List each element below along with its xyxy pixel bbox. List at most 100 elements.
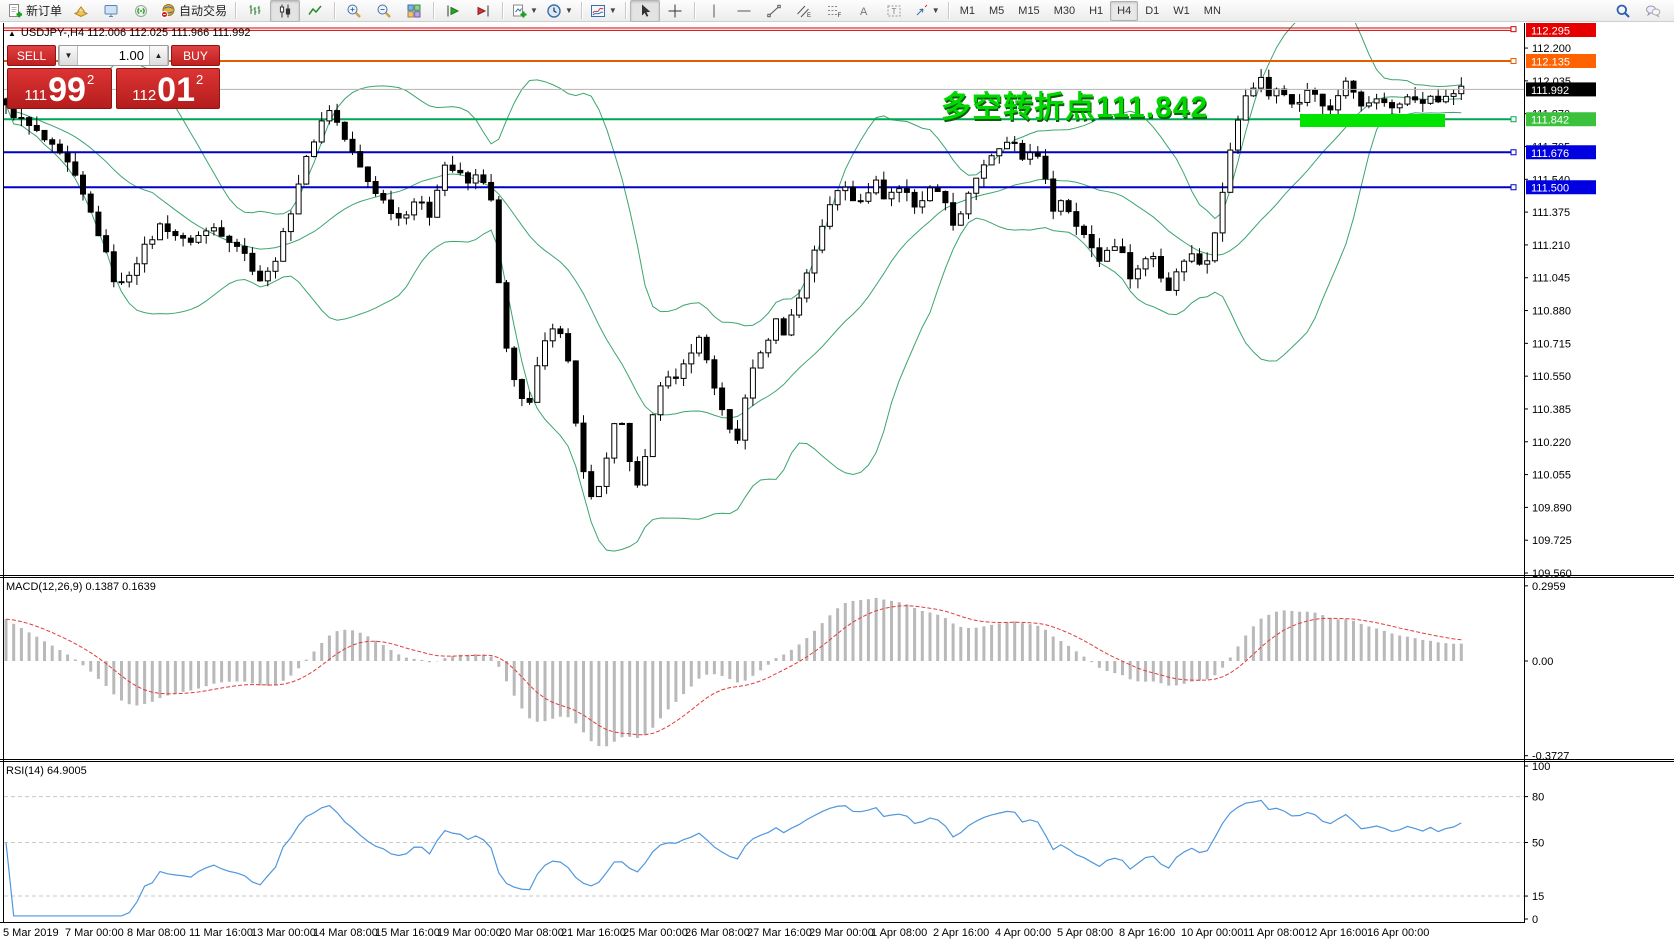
cursor-button[interactable] bbox=[629, 0, 660, 22]
fibonacci-button[interactable]: F bbox=[819, 0, 849, 22]
text-button[interactable]: A bbox=[849, 0, 879, 22]
horizontal-line-button[interactable] bbox=[729, 0, 759, 22]
auto-scroll-button[interactable] bbox=[438, 0, 468, 22]
bar-chart-button[interactable] bbox=[240, 0, 270, 22]
svg-text:109.890: 109.890 bbox=[1532, 502, 1572, 514]
auto-scroll-icon bbox=[447, 5, 460, 16]
equidistant-channel-button[interactable]: E bbox=[789, 0, 819, 22]
candle-chart-icon bbox=[279, 4, 291, 17]
separator bbox=[947, 2, 949, 19]
svg-text:111.045: 111.045 bbox=[1532, 273, 1570, 285]
chat-button[interactable] bbox=[1638, 0, 1668, 22]
trendline-button[interactable] bbox=[759, 0, 789, 22]
toolbar-right bbox=[1608, 0, 1668, 22]
text-label-icon: T bbox=[887, 5, 901, 16]
svg-text:112.295: 112.295 bbox=[1531, 26, 1570, 38]
svg-text:F: F bbox=[837, 13, 841, 19]
navigator-button[interactable] bbox=[96, 0, 126, 22]
new-chart-button[interactable]: ▼ bbox=[507, 0, 542, 22]
x-axis-label: 16 Apr 00:00 bbox=[1367, 927, 1429, 939]
svg-text:110.055: 110.055 bbox=[1532, 470, 1571, 482]
chevron-down-icon: ▼ bbox=[608, 5, 617, 15]
cursor-icon bbox=[641, 4, 651, 17]
svg-text:100: 100 bbox=[1532, 761, 1550, 773]
price-badge: 111.676 bbox=[1526, 145, 1596, 160]
line-chart-button[interactable] bbox=[300, 0, 330, 22]
periods-button[interactable]: ▼ bbox=[542, 0, 577, 22]
timeframe-m15-button[interactable]: M15 bbox=[1018, 4, 1040, 17]
x-axis-label: 27 Mar 16:00 bbox=[747, 927, 812, 939]
macd-signal-line bbox=[5, 605, 1462, 736]
timeframe-d1-button[interactable]: D1 bbox=[1145, 4, 1160, 17]
timeframe-w1-button[interactable]: W1 bbox=[1173, 4, 1190, 17]
buy-price-small: 112 bbox=[132, 87, 157, 104]
zoom-out-icon bbox=[377, 4, 391, 18]
volume-input[interactable] bbox=[78, 46, 149, 65]
tile-windows-button[interactable] bbox=[399, 0, 429, 22]
separator bbox=[235, 2, 237, 19]
x-axis-label: 8 Apr 16:00 bbox=[1119, 927, 1175, 939]
rsi-label: RSI(14) 64.9005 bbox=[6, 765, 87, 777]
search-button[interactable] bbox=[1608, 0, 1638, 22]
vertical-line-button[interactable] bbox=[699, 0, 729, 22]
chart-shift-button[interactable] bbox=[468, 0, 498, 22]
buy-price-sup: 2 bbox=[196, 72, 204, 87]
new-order-icon bbox=[9, 3, 22, 17]
x-axis-label: 13 Mar 00:00 bbox=[251, 927, 316, 939]
highlight-bar bbox=[1300, 114, 1445, 127]
separator bbox=[502, 2, 504, 19]
date-axis: 5 Mar 2019 7 Mar 00:00 8 Mar 08:00 11 Mar 1… bbox=[3, 927, 1429, 939]
arrows-button[interactable]: ▼ bbox=[909, 0, 944, 22]
candle-chart-button[interactable] bbox=[270, 0, 301, 22]
chevron-down-icon: ▼ bbox=[564, 5, 573, 15]
svg-text:111.842: 111.842 bbox=[1531, 115, 1569, 127]
collapse-panel-icon[interactable]: ▲ bbox=[8, 28, 16, 38]
volume-decrease-button[interactable]: ▼ bbox=[59, 46, 78, 65]
timeframe-h4-button[interactable]: H4 bbox=[1110, 0, 1139, 21]
sell-button[interactable]: SELL bbox=[7, 45, 56, 66]
timeframe-h1-button[interactable]: H1 bbox=[1089, 4, 1104, 17]
autotrading-icon bbox=[161, 3, 175, 18]
sell-price-sup: 2 bbox=[86, 72, 95, 87]
signals-button[interactable] bbox=[126, 0, 156, 22]
buy-button[interactable]: BUY bbox=[171, 45, 220, 66]
crosshair-button[interactable] bbox=[660, 0, 690, 22]
timeframe-group: M1 M5 M15 M30 H1 H4 D1 W1 MN bbox=[953, 0, 1228, 21]
svg-text:15: 15 bbox=[1532, 891, 1544, 903]
new-order-label: 新订单 bbox=[26, 4, 63, 18]
timeframe-mn-button[interactable]: MN bbox=[1203, 4, 1221, 17]
volume-increase-button[interactable]: ▲ bbox=[149, 46, 168, 65]
tile-windows-icon bbox=[407, 4, 421, 17]
sell-price-button[interactable]: 111 99 2 bbox=[7, 68, 112, 109]
svg-text:A: A bbox=[860, 6, 868, 18]
timeframe-m30-button[interactable]: M30 bbox=[1053, 4, 1076, 17]
svg-text:110.880: 110.880 bbox=[1532, 306, 1571, 318]
new-order-button[interactable]: 新订单 bbox=[3, 0, 66, 22]
buy-price-big: 01 bbox=[157, 71, 195, 110]
timeframe-m5-button[interactable]: M5 bbox=[989, 4, 1005, 17]
crosshair-icon bbox=[668, 4, 682, 17]
one-click-trading-panel: SELL ▼ ▲ BUY 111 99 2 112 01 2 bbox=[7, 45, 220, 109]
svg-text:111.375: 111.375 bbox=[1532, 207, 1570, 219]
x-axis-label: 1 Apr 08:00 bbox=[871, 927, 927, 939]
buy-price-button[interactable]: 112 01 2 bbox=[115, 68, 220, 110]
svg-text:80: 80 bbox=[1532, 792, 1544, 804]
x-axis-label: 29 Mar 00:00 bbox=[809, 927, 874, 939]
text-label-button[interactable]: T bbox=[879, 0, 909, 22]
timeframe-m1-button[interactable]: M1 bbox=[959, 4, 975, 17]
templates-button[interactable]: ▼ bbox=[586, 0, 621, 22]
zoom-in-button[interactable] bbox=[339, 0, 369, 22]
autotrading-button[interactable]: 自动交易 bbox=[156, 0, 231, 22]
market-watch-button[interactable] bbox=[66, 0, 96, 22]
x-axis-label: 25 Mar 00:00 bbox=[623, 927, 688, 939]
bollinger-bands bbox=[5, 23, 1462, 552]
autotrading-label: 自动交易 bbox=[179, 4, 228, 18]
line-handle bbox=[1510, 26, 1517, 33]
svg-text:112.135: 112.135 bbox=[1531, 56, 1570, 68]
svg-text:111.676: 111.676 bbox=[1531, 148, 1569, 160]
zoom-out-button[interactable] bbox=[369, 0, 399, 22]
svg-text:111.992: 111.992 bbox=[1531, 85, 1569, 97]
x-axis-label: 5 Apr 08:00 bbox=[1057, 927, 1113, 939]
x-axis-label: 15 Mar 16:00 bbox=[375, 927, 440, 939]
